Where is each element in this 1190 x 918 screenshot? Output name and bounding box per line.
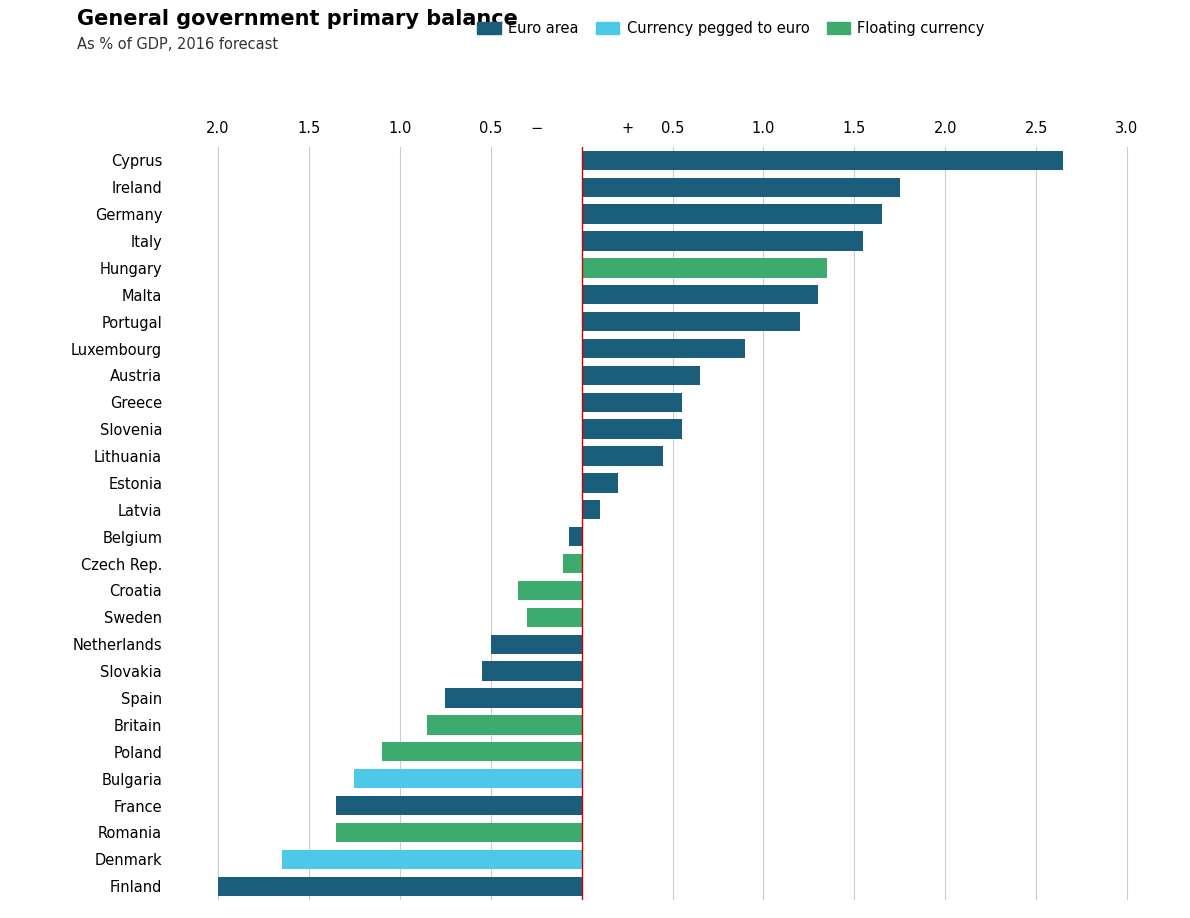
Bar xyxy=(582,151,1064,170)
Text: As % of GDP, 2016 forecast: As % of GDP, 2016 forecast xyxy=(77,37,278,51)
Bar xyxy=(445,688,582,708)
Bar xyxy=(282,850,582,869)
Bar xyxy=(582,312,800,331)
Bar xyxy=(582,365,700,385)
Text: −: − xyxy=(530,120,543,136)
Bar xyxy=(490,634,582,654)
Text: +: + xyxy=(621,120,633,136)
Text: General government primary balance: General government primary balance xyxy=(77,9,518,29)
Bar xyxy=(336,796,582,815)
Bar xyxy=(582,474,618,493)
Bar xyxy=(569,527,582,546)
Bar xyxy=(482,662,582,681)
Bar xyxy=(582,446,664,465)
Bar xyxy=(582,205,882,224)
Bar xyxy=(582,177,900,196)
Bar xyxy=(582,339,745,358)
Bar xyxy=(582,500,600,520)
Bar xyxy=(582,285,818,305)
Bar xyxy=(427,715,582,734)
Bar xyxy=(582,393,682,412)
Bar xyxy=(218,877,582,896)
Bar xyxy=(382,742,582,761)
Bar xyxy=(563,554,582,573)
Bar xyxy=(355,769,582,789)
Bar xyxy=(582,258,827,277)
Bar xyxy=(582,420,682,439)
Bar xyxy=(336,823,582,842)
Legend: Euro area, Currency pegged to euro, Floating currency: Euro area, Currency pegged to euro, Floa… xyxy=(477,21,985,36)
Bar xyxy=(582,231,864,251)
Bar xyxy=(518,581,582,600)
Bar xyxy=(527,608,582,627)
